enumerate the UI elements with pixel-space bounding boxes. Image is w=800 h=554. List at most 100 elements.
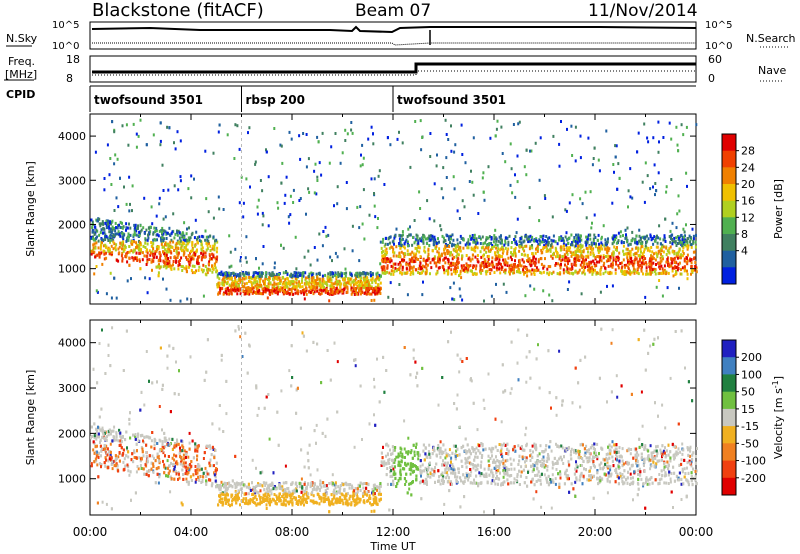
echo-cell [386,136,389,140]
echo-cell [527,235,530,239]
echo-cell [415,257,418,261]
echo-cell [429,132,432,135]
echo-cell [337,280,340,284]
echo-cell [475,237,478,241]
echo-cell [395,269,398,273]
echo-cell [307,157,310,161]
echo-cell [547,273,550,277]
echo-cell [428,234,431,238]
echo-cell [440,187,443,191]
echo-cell [656,241,659,245]
echo-cell [193,264,196,268]
echo-cell [284,278,287,282]
echo-cell [313,282,316,286]
echo-cell [617,162,620,166]
echo-cell [389,281,392,285]
echo-cell [689,259,692,263]
echo-cell [655,251,658,255]
echo-cell [271,291,274,295]
echo-cell [350,272,353,276]
echo-cell [232,288,235,292]
echo-cell [311,276,314,280]
echo-cell [579,263,582,267]
echo-cell [612,258,615,262]
echo-cell [170,267,173,271]
echo-cell [305,292,308,296]
echo-cell [222,277,225,281]
echo-cell [500,268,503,271]
echo-cell [426,242,429,245]
echo-cell [375,286,378,290]
echo-cell [604,238,607,242]
echo-cell [121,232,124,235]
echo-cell [682,235,685,239]
echo-cell [537,260,540,264]
echo-cell [160,242,163,246]
echo-cell [456,242,459,246]
echo-cell [625,263,628,267]
echo-cell [395,227,398,231]
echo-cell [479,267,482,271]
freq-tick-bottom: 8 [66,72,73,85]
echo-cell [476,241,479,245]
echo-cell [301,273,304,277]
echo-cell [673,252,676,256]
echo-cell [253,279,256,283]
echo-cell [161,230,163,234]
echo-cell [129,202,131,206]
echo-cell [449,253,451,257]
echo-cell [256,282,259,286]
echo-cell [255,276,258,280]
echo-cell [535,237,538,241]
nsky-line [91,25,697,34]
echo-cell [685,260,688,264]
echo-cell [490,236,493,239]
echo-cell [531,268,534,272]
echo-cell [170,238,173,242]
echo-cell [581,271,584,275]
echo-cell [671,237,674,241]
echo-cell [481,254,484,258]
echo-cell [273,284,276,288]
echo-cell [102,227,105,231]
echo-cell [450,124,452,128]
echo-cell [173,236,176,240]
echo-cell [196,236,199,240]
echo-cell [288,221,291,225]
echo-cell [665,185,668,189]
echo-cell [181,231,184,235]
echo-cell [100,251,103,255]
echo-cell [595,264,598,268]
echo-cell [629,260,632,264]
echo-cell [598,246,601,250]
echo-cell [609,255,612,259]
echo-cell [530,149,533,153]
echo-cell [673,250,676,254]
echo-cell [450,264,453,268]
echo-cell [329,284,332,288]
echo-cell [508,234,511,238]
echo-cell [164,248,167,252]
echo-cell [154,230,157,233]
echo-cell [415,252,418,256]
echo-cell [682,227,685,231]
echo-cell [197,255,200,259]
echo-cell [283,290,286,294]
echo-cell [407,244,409,248]
echo-cell [525,244,528,248]
echo-cell [597,233,600,237]
echo-cell [179,239,182,243]
echo-cell [689,240,692,244]
echo-cell [379,281,382,285]
echo-cell [518,249,521,253]
echo-cell [518,258,521,262]
echo-cell [562,242,565,246]
echo-cell [490,241,493,245]
echo-cell [105,256,108,260]
echo-cell [209,244,212,248]
echo-cell [529,264,532,268]
echo-cell [242,215,245,219]
echo-cell [382,249,385,253]
echo-cell [368,213,371,217]
echo-cell [408,264,411,268]
